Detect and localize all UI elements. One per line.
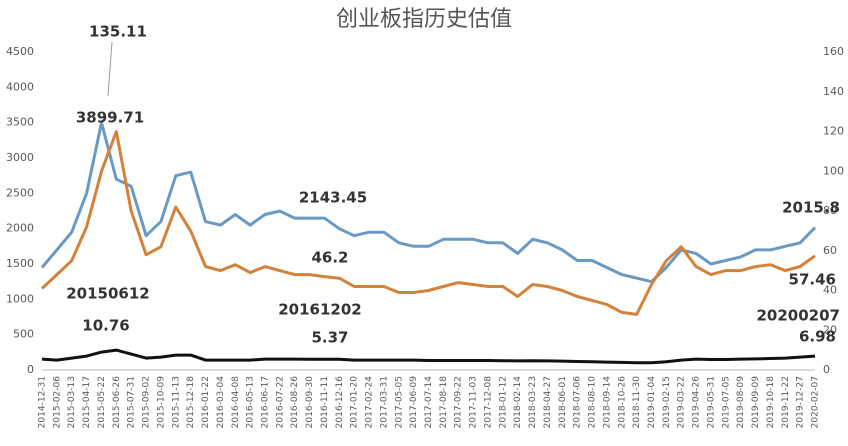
x-tick-label: 2017-01-20 xyxy=(350,376,360,429)
y2-tick-label: 0 xyxy=(823,363,830,376)
x-tick-label: 2019-02-15 xyxy=(662,376,672,428)
x-tick-label: 2016-05-13 xyxy=(246,376,256,428)
x-tick-label: 2018-11-30 xyxy=(632,376,642,429)
x-tick-label: 2016-03-04 xyxy=(216,376,226,429)
annotation: 10.76 xyxy=(82,317,129,335)
data-line xyxy=(40,121,817,284)
x-tick-label: 2015-05-22 xyxy=(97,376,107,428)
x-tick-label: 2017-11-03 xyxy=(469,376,479,428)
x-tick-label: 2019-03-22 xyxy=(677,376,687,428)
y-tick-label: 2000 xyxy=(6,222,34,235)
x-tick-label: 2019-07-05 xyxy=(721,376,731,428)
x-tick-label: 2015-09-02 xyxy=(142,376,152,428)
x-tick-label: 2018-09-14 xyxy=(602,376,612,429)
x-tick-label: 2018-07-06 xyxy=(573,376,583,429)
x-tick-label: 2016-04-08 xyxy=(231,376,241,429)
x-tick-label: 2016-08-26 xyxy=(290,376,300,429)
data-line xyxy=(41,348,816,365)
x-tick-label: 2015-04-17 xyxy=(82,376,92,428)
x-tick-label: 2019-09-09 xyxy=(751,376,761,429)
x-tick-label: 2019-12-27 xyxy=(796,376,806,428)
x-tick-label: 2019-08-09 xyxy=(736,376,746,429)
y-tick-label: 4500 xyxy=(6,45,34,58)
chart-title: 创业板指历史估值 xyxy=(336,7,512,32)
annotation: 20200207 xyxy=(757,307,841,325)
x-tick-label: 2017-07-14 xyxy=(424,376,434,429)
x-tick-label: 2016-12-16 xyxy=(335,376,345,429)
annotation: 3899.71 xyxy=(76,109,144,127)
x-tick-label: 2017-03-31 xyxy=(379,376,389,428)
x-tick-label: 2015-10-09 xyxy=(156,376,166,429)
y2-tick-label: 160 xyxy=(823,45,844,58)
x-tick-label: 2017-12-08 xyxy=(483,376,493,429)
y2-tick-label: 60 xyxy=(823,244,837,257)
annotation: 135.11 xyxy=(89,23,147,41)
x-tick-label: 2017-06-09 xyxy=(409,376,419,429)
x-tick-label: 2016-11-11 xyxy=(320,376,330,428)
x-tick-label: 2017-05-05 xyxy=(394,376,404,428)
x-tick-label: 2016-07-22 xyxy=(275,376,285,428)
y2-tick-label: 40 xyxy=(823,284,837,297)
leader-line xyxy=(107,41,113,97)
x-tick-label: 2015-12-18 xyxy=(186,376,196,429)
x-tick-label: 2018-02-14 xyxy=(513,376,523,429)
y-tick-label: 1000 xyxy=(6,292,34,305)
y-tick-label: 3500 xyxy=(6,116,34,129)
x-tick-label: 2019-01-04 xyxy=(647,376,657,429)
x-tick-label: 2019-05-31 xyxy=(706,376,716,428)
x-tick-label: 2019-10-18 xyxy=(766,376,776,429)
y-tick-label: 0 xyxy=(27,363,34,376)
y-tick-label: 2500 xyxy=(6,186,34,199)
x-tick-label: 2014-12-31 xyxy=(38,376,48,428)
y2-tick-label: 140 xyxy=(823,85,844,98)
annotation: 57.46 xyxy=(789,271,836,289)
x-tick-label: 2015-02-06 xyxy=(52,376,62,429)
x-tick-label: 2017-08-18 xyxy=(439,376,449,429)
y2-tick-label: 20 xyxy=(823,323,837,336)
y-tick-label: 3000 xyxy=(6,151,34,164)
y2-tick-label: 100 xyxy=(823,164,844,177)
x-tick-label: 2018-06-01 xyxy=(558,376,568,428)
x-tick-label: 2015-03-13 xyxy=(67,376,77,428)
x-tick-label: 2015-07-31 xyxy=(127,376,137,428)
x-tick-label: 2016-09-30 xyxy=(305,376,315,429)
annotation: 5.37 xyxy=(311,329,348,347)
annotation: 2015.8 xyxy=(782,199,840,217)
x-tick-label: 2019-11-22 xyxy=(781,376,791,428)
data-line xyxy=(40,130,816,316)
annotation: 46.2 xyxy=(311,249,348,267)
x-tick-label: 2016-01-22 xyxy=(201,376,211,428)
y-tick-label: 500 xyxy=(13,328,34,341)
x-tick-label: 2018-08-10 xyxy=(588,376,598,429)
x-tick-label: 2018-04-27 xyxy=(543,376,553,428)
x-tick-label: 2017-02-24 xyxy=(365,376,375,429)
annotation: 6.98 xyxy=(799,328,836,346)
annotation: 20150612 xyxy=(66,285,150,303)
annotation: 20161202 xyxy=(278,301,362,319)
x-tick-label: 2019-04-26 xyxy=(692,376,702,429)
x-tick-label: 2017-09-22 xyxy=(454,376,464,428)
y2-tick-label: 80 xyxy=(823,204,837,217)
y2-tick-label: 120 xyxy=(823,125,844,138)
x-tick-label: 2018-03-23 xyxy=(528,376,538,428)
annotation: 2143.45 xyxy=(299,189,367,207)
x-tick-label: 2015-11-13 xyxy=(171,376,181,428)
y-tick-label: 4000 xyxy=(6,80,34,93)
x-tick-label: 2018-01-12 xyxy=(498,376,508,428)
y-tick-label: 1500 xyxy=(6,257,34,270)
x-tick-label: 2015-06-26 xyxy=(112,376,122,429)
x-tick-label: 2016-06-17 xyxy=(260,376,270,428)
x-tick-label: 2018-10-26 xyxy=(617,376,627,429)
x-tick-label: 2020-02-07 xyxy=(811,376,821,428)
